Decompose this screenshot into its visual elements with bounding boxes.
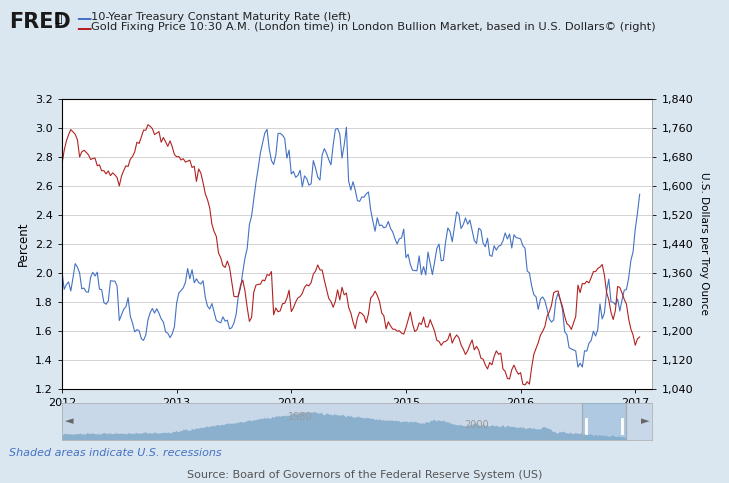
Text: ◄: ◄ bbox=[65, 416, 74, 426]
Text: 10-Year Treasury Constant Maturity Rate (left): 10-Year Treasury Constant Maturity Rate … bbox=[91, 12, 351, 22]
Text: Source: Board of Governors of the Federal Reserve System (US): Source: Board of Governors of the Federa… bbox=[187, 470, 542, 480]
Y-axis label: U.S. Dollars per Troy Ounce: U.S. Dollars per Troy Ounce bbox=[699, 172, 709, 315]
Text: —: — bbox=[77, 21, 92, 36]
Y-axis label: Percent: Percent bbox=[17, 222, 29, 266]
Text: 1980: 1980 bbox=[288, 412, 312, 422]
Text: ►: ► bbox=[641, 416, 650, 426]
Text: 2000: 2000 bbox=[464, 420, 488, 430]
Text: Shaded areas indicate U.S. recessions: Shaded areas indicate U.S. recessions bbox=[9, 448, 222, 458]
Text: Gold Fixing Price 10:30 A.M. (London time) in London Bullion Market, based in U.: Gold Fixing Price 10:30 A.M. (London tim… bbox=[91, 22, 656, 32]
Bar bbox=[582, 403, 626, 440]
Text: 📈: 📈 bbox=[55, 12, 62, 25]
Text: —: — bbox=[77, 11, 92, 26]
Text: FRED: FRED bbox=[9, 12, 71, 32]
